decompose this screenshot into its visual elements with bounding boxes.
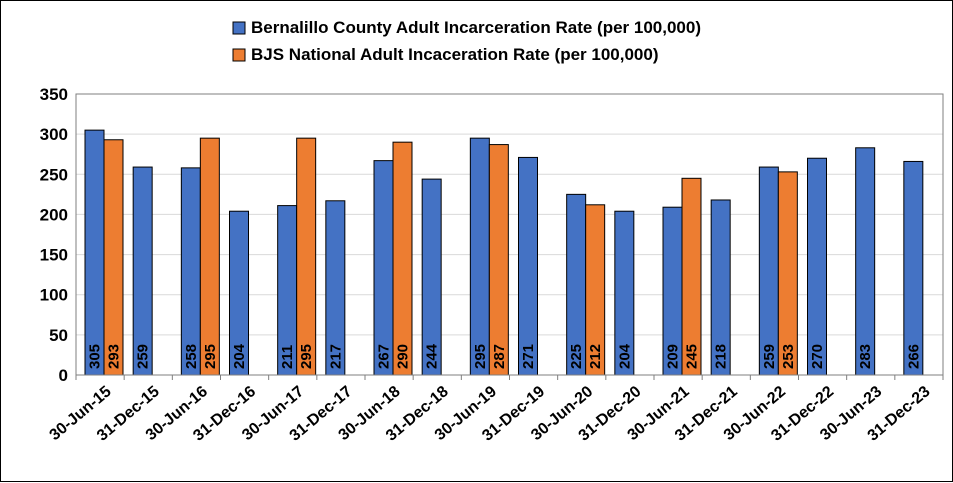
bar-bernalillo: [807, 157, 827, 376]
data-label: 204: [231, 343, 248, 369]
bar-bernalillo: [758, 166, 779, 376]
y-tick-label: 250: [40, 165, 68, 184]
x-axis: 30-Jun-1531-Dec-1530-Jun-1631-Dec-1630-J…: [47, 374, 944, 445]
data-label: 295: [472, 344, 489, 369]
y-tick-label: 100: [40, 286, 68, 305]
legend-swatch-national: [232, 48, 246, 62]
legend-label: BJS National Adult Incaceration Rate (pe…: [251, 45, 659, 64]
y-tick-label: 150: [40, 246, 68, 265]
y-axis: 0 50 100 150 200 250 300 350: [40, 85, 68, 385]
data-label: 258: [183, 344, 200, 369]
bars-group: [84, 129, 924, 376]
y-tick-label: 50: [49, 326, 68, 345]
data-label: 259: [135, 344, 152, 369]
data-label: 253: [780, 344, 797, 369]
data-label: 225: [568, 344, 585, 369]
y-tick-label: 200: [40, 205, 68, 224]
bar-bernalillo: [855, 147, 876, 376]
bar-national: [392, 141, 413, 376]
legend: Bernalillo County Adult Incarceration Ra…: [232, 18, 701, 64]
data-label: 267: [376, 344, 393, 369]
data-label: 211: [279, 345, 296, 369]
data-label: 305: [87, 344, 104, 369]
bar-bernalillo: [373, 160, 394, 376]
data-label: 212: [587, 344, 604, 369]
y-tick-label: 0: [59, 366, 68, 385]
data-label: 204: [616, 343, 633, 369]
bar-bernalillo: [903, 160, 924, 376]
legend-swatch-bernalillo: [232, 21, 246, 35]
bar-national: [199, 137, 220, 376]
legend-label: Bernalillo County Adult Incarceration Ra…: [251, 18, 701, 37]
y-tick-label: 350: [40, 85, 68, 104]
data-label: 283: [857, 344, 874, 369]
data-label: 295: [298, 344, 315, 369]
bar-national: [296, 137, 317, 376]
bar-national: [103, 139, 124, 376]
gridlines: [76, 93, 943, 376]
data-label: 295: [202, 344, 219, 369]
data-label: 244: [424, 343, 441, 369]
bar-bernalillo: [180, 167, 201, 376]
bar-national: [488, 144, 509, 376]
data-label: 218: [713, 344, 730, 369]
bar-bernalillo: [132, 166, 153, 376]
data-label: 293: [106, 344, 123, 369]
bar-bernalillo: [469, 137, 490, 376]
data-label: 287: [491, 344, 508, 369]
y-tick-label: 300: [40, 125, 68, 144]
data-label: 266: [905, 344, 922, 369]
data-label: 209: [665, 344, 682, 369]
data-label: 245: [684, 344, 701, 369]
data-label: 217: [327, 344, 344, 369]
bar-bernalillo: [518, 156, 538, 376]
data-label: 259: [761, 344, 778, 369]
data-label: 290: [395, 344, 412, 369]
data-labels-group: 305 293 259 258 295 204 211 295 217 267 290 244 295 2…: [87, 343, 923, 369]
data-label: 271: [520, 344, 537, 369]
data-label: 270: [809, 344, 826, 369]
bar-bernalillo: [84, 129, 105, 376]
